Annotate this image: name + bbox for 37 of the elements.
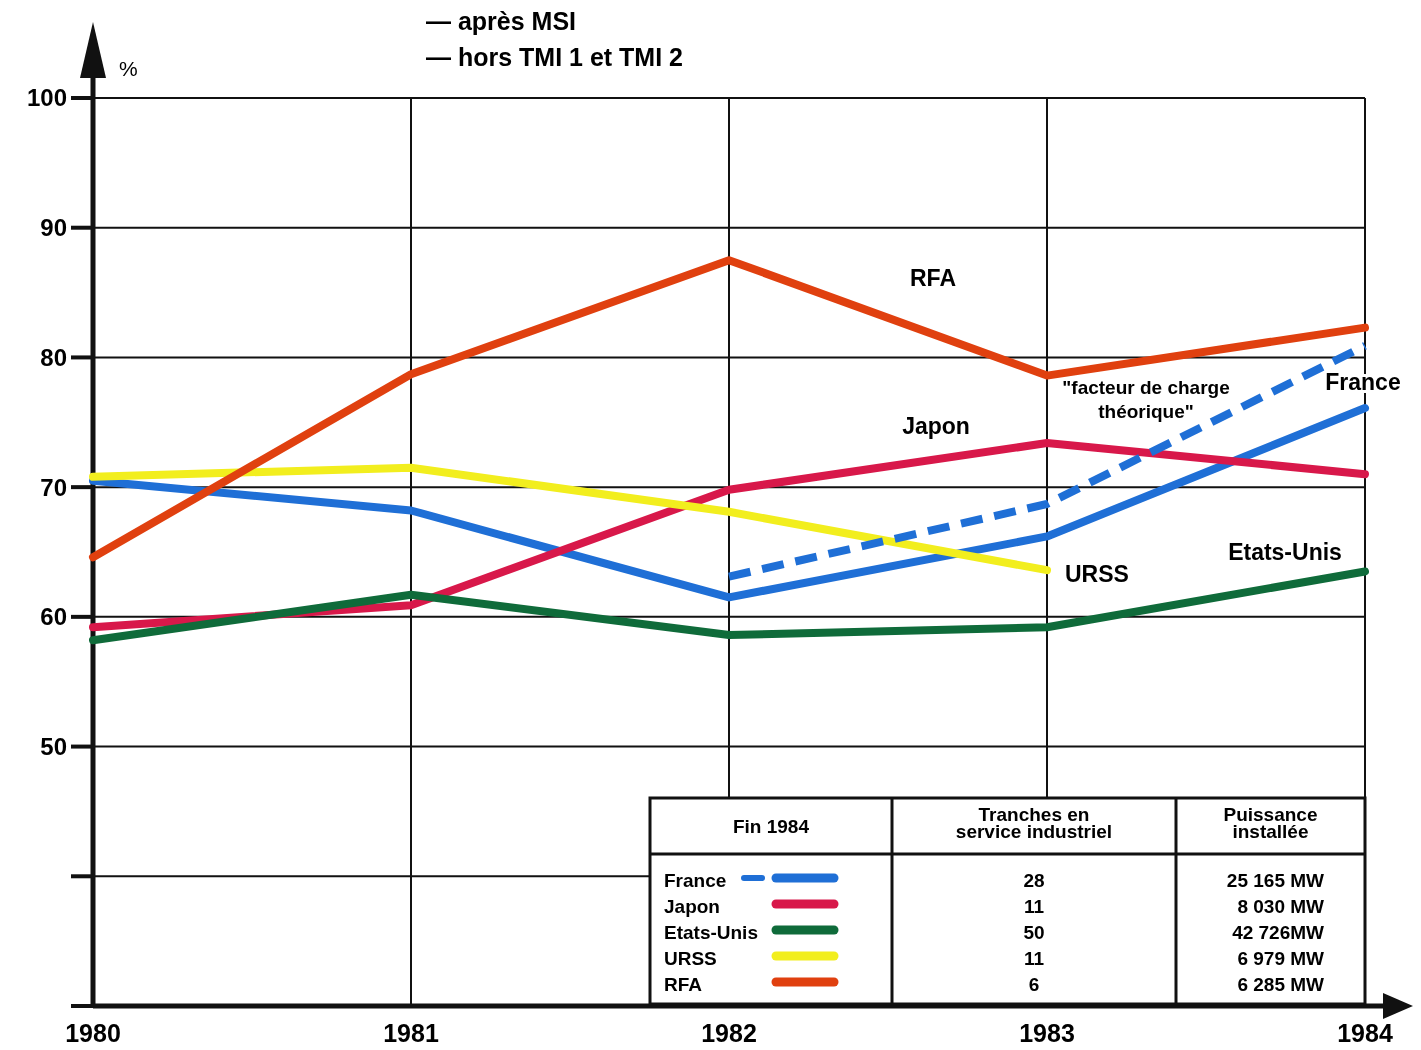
annotation: 42 726MW [1232, 921, 1325, 943]
annotation: 6 [1028, 973, 1040, 995]
series-label: Japon [902, 413, 970, 440]
annotation: 6 285 MW [1237, 973, 1325, 995]
x-tick-label: 1980 [65, 1019, 121, 1047]
annotation: Tranches en service industriel [955, 803, 1113, 842]
y-axis-title: % [119, 57, 138, 80]
annotation: Fin 1984 [732, 815, 810, 837]
x-tick-label: 1984 [1337, 1019, 1393, 1047]
annotation: 25 165 MW [1226, 869, 1325, 891]
annotation: 28 [1023, 869, 1045, 891]
y-tick-label: 70 [40, 473, 67, 501]
y-tick-label: 90 [40, 214, 67, 242]
series-label: RFA [910, 265, 956, 292]
y-tick-label: 60 [40, 603, 67, 631]
annotation: 11 [1023, 895, 1045, 917]
text: Etats-Unis [1228, 539, 1342, 566]
text: RFA [664, 973, 702, 995]
text: — hors TMI 1 et TMI 2 [426, 43, 683, 71]
x-tick-label: 1981 [383, 1019, 439, 1047]
annotation: 6 979 MW [1237, 947, 1325, 969]
y-tick-label: 50 [40, 732, 67, 760]
legend-label: Etats-Unis [664, 921, 758, 943]
annotation: 8 030 MW [1237, 895, 1325, 917]
annotation: 11 [1023, 947, 1045, 969]
text: URSS [664, 947, 717, 969]
annotation: 50 [1023, 921, 1045, 943]
legend-label: France [664, 869, 727, 891]
series-label: "facteur de charge théorique" [1062, 377, 1230, 422]
y-tick-label: 100 [26, 84, 67, 112]
x-tick-label: 1983 [1019, 1019, 1075, 1047]
x-tick-label: 1982 [701, 1019, 757, 1047]
y-tick-label: 80 [40, 343, 67, 371]
text: — après MSI [426, 7, 577, 35]
annotation: Puissance installée [1223, 803, 1318, 842]
series-label: URSS [1065, 561, 1129, 588]
text: Japon [664, 895, 720, 917]
